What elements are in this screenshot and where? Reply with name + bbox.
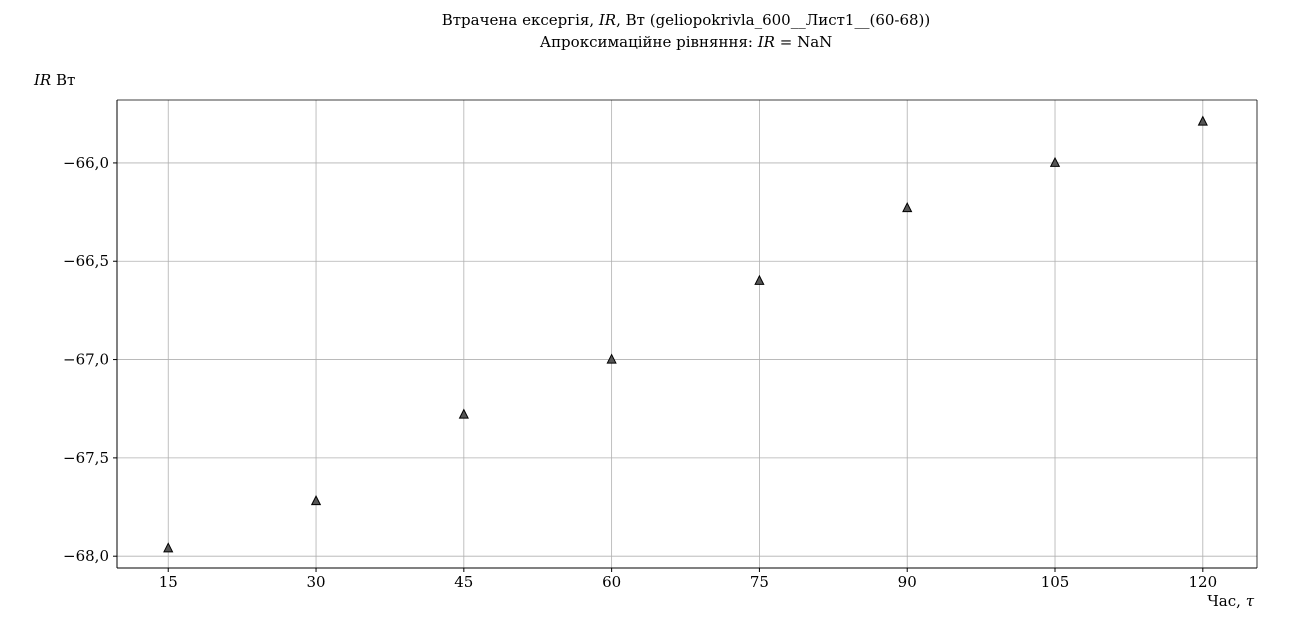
x-tick-label: 30 — [306, 573, 325, 591]
x-tick-label: 75 — [750, 573, 769, 591]
data-point — [754, 274, 765, 285]
x-tick-label: 15 — [159, 573, 178, 591]
x-tick-label: 120 — [1188, 573, 1217, 591]
data-point — [458, 408, 469, 419]
y-tick-label: −67,5 — [63, 449, 109, 467]
data-point — [606, 353, 617, 364]
x-axis-label: Час, τ — [1207, 592, 1254, 610]
data-point — [1197, 115, 1208, 126]
data-point — [310, 495, 322, 506]
data-point — [1049, 156, 1061, 167]
x-tick-label: 60 — [602, 573, 621, 591]
axis-ticks: 15 30 45 60 75 90 105 120 −68,0 −67,5 −67,0 −66,5 −6… — [63, 154, 1217, 591]
x-tick-label: 105 — [1041, 573, 1070, 591]
chart-subtitle: Апроксимаційне рівняння: IR = NaN — [540, 33, 833, 51]
y-tick-label: −66,5 — [63, 252, 109, 270]
grid — [117, 100, 1257, 568]
data-points — [163, 115, 1208, 553]
y-tick-label: −66,0 — [63, 154, 109, 172]
y-axis-label: IR Вт — [33, 71, 75, 89]
data-point — [163, 542, 174, 553]
chart-title: Втрачена ексергія, IR, Вт (geliopokrivla… — [442, 11, 931, 29]
x-tick-label: 90 — [898, 573, 917, 591]
y-tick-label: −68,0 — [63, 547, 109, 565]
data-point — [902, 202, 913, 213]
axes-frame — [116, 99, 1258, 569]
y-tick-label: −67,0 — [63, 351, 109, 369]
x-tick-label: 45 — [454, 573, 473, 591]
